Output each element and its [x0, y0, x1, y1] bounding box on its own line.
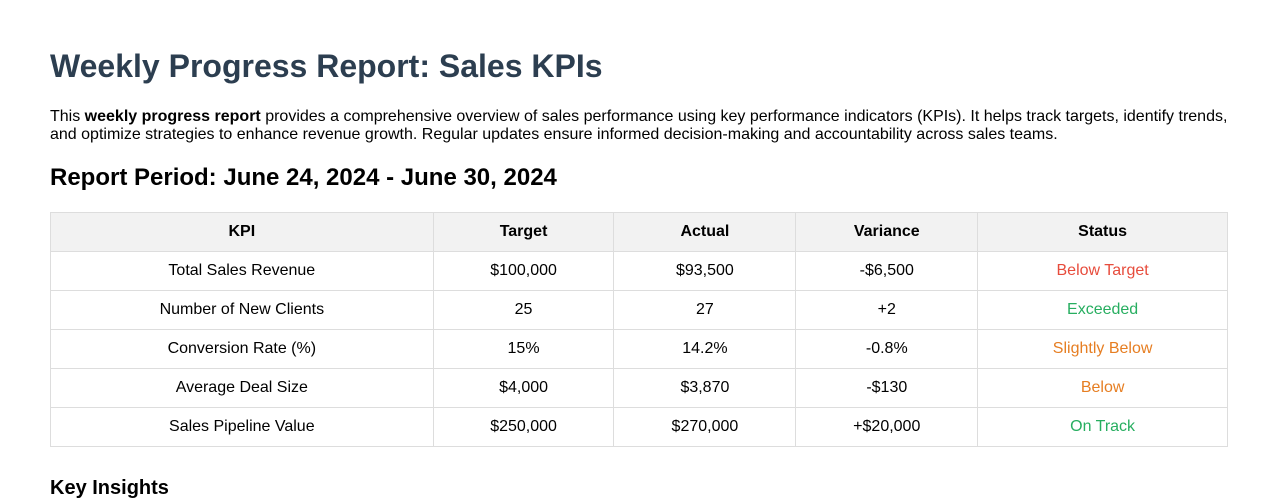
cell-variance: -0.8%	[795, 329, 979, 369]
header-actual: Actual	[613, 212, 797, 252]
cell-target: $100,000	[432, 251, 615, 291]
header-status: Status	[977, 212, 1228, 252]
table-row: Sales Pipeline Value $250,000 $270,000 +$20…	[50, 407, 1228, 447]
cell-kpi: Number of New Clients	[50, 290, 434, 330]
page-title: Weekly Progress Report: Sales KPIs	[50, 48, 603, 84]
cell-actual: 14.2%	[613, 329, 797, 369]
cell-kpi: Total Sales Revenue	[50, 251, 434, 291]
cell-actual: $3,870	[613, 368, 797, 408]
cell-variance: -$6,500	[795, 251, 979, 291]
cell-variance: +$20,000	[795, 407, 979, 447]
kpi-table: KPI Target Actual Variance Status Total …	[50, 212, 1228, 447]
intro-paragraph: This weekly progress report provides a c…	[50, 108, 1240, 144]
table-header-row: KPI Target Actual Variance Status	[50, 212, 1228, 252]
cell-variance: -$130	[795, 368, 979, 408]
cell-status: On Track	[977, 407, 1228, 447]
cell-target: 25	[432, 290, 615, 330]
cell-kpi: Conversion Rate (%)	[50, 329, 434, 369]
table-row: Conversion Rate (%) 15% 14.2% -0.8% Slightly…	[50, 329, 1228, 369]
cell-target: 15%	[432, 329, 615, 369]
cell-actual: $93,500	[613, 251, 797, 291]
cell-actual: $270,000	[613, 407, 797, 447]
cell-variance: +2	[795, 290, 979, 330]
intro-bold: weekly progress report	[84, 108, 261, 125]
cell-actual: 27	[613, 290, 797, 330]
cell-status: Slightly Below	[977, 329, 1228, 369]
table-row: Number of New Clients 25 27 +2 Exceeded	[50, 290, 1228, 330]
intro-suffix: provides a comprehensive overview of sal…	[50, 108, 1228, 143]
header-target: Target	[432, 212, 615, 252]
cell-status: Exceeded	[977, 290, 1228, 330]
header-kpi: KPI	[50, 212, 434, 252]
cell-status: Below	[977, 368, 1228, 408]
cell-target: $4,000	[432, 368, 615, 408]
header-variance: Variance	[795, 212, 979, 252]
table-row: Average Deal Size $4,000 $3,870 -$130 Below	[50, 368, 1228, 408]
intro-prefix: This	[50, 108, 85, 125]
report-period-heading: Report Period: June 24, 2024 - June 30, …	[50, 164, 557, 191]
cell-target: $250,000	[432, 407, 615, 447]
key-insights-heading: Key Insights	[50, 477, 169, 499]
cell-kpi: Average Deal Size	[50, 368, 434, 408]
cell-status: Below Target	[977, 251, 1228, 291]
table-row: Total Sales Revenue $100,000 $93,500 -$6,50…	[50, 251, 1228, 291]
cell-kpi: Sales Pipeline Value	[50, 407, 434, 447]
